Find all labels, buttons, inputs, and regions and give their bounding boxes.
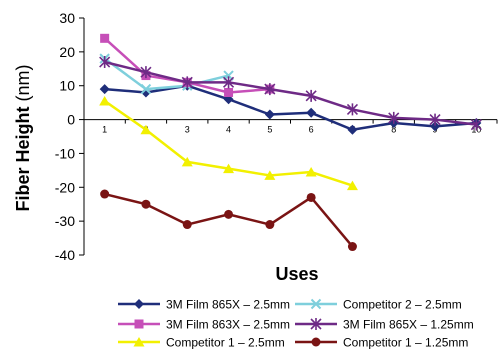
legend-item: Competitor 2 – 2.5mm <box>295 298 462 312</box>
legend-item: Competitor 1 – 1.25mm <box>295 336 468 350</box>
series-layer <box>99 33 482 252</box>
data-point <box>264 83 276 96</box>
data-point <box>99 56 111 69</box>
series-line <box>104 192 354 248</box>
data-point <box>347 242 357 252</box>
data-point <box>305 167 317 177</box>
data-point <box>306 107 317 118</box>
data-point <box>140 66 152 79</box>
data-point <box>347 124 358 135</box>
legend-item: 3M Film 865X – 2.5mm <box>118 298 290 312</box>
data-point <box>346 103 359 116</box>
legend-label: Competitor 1 – 2.5mm <box>166 336 285 350</box>
y-tick-label: 20 <box>59 44 75 60</box>
legend-label: 3M Film 865X – 1.25mm <box>343 318 474 332</box>
data-point <box>430 121 441 132</box>
legend-marker <box>310 318 322 330</box>
legend-marker <box>134 299 144 309</box>
data-point <box>470 118 482 131</box>
data-point <box>264 170 276 180</box>
series-1 <box>99 80 482 135</box>
data-point <box>223 163 235 174</box>
legend-label: 3M Film 863X – 2.5mm <box>166 318 290 332</box>
y-axis-title-unit-text: (nm) <box>13 64 33 101</box>
x-tick-label: 1 <box>102 125 107 135</box>
series-4 <box>99 56 482 131</box>
x-tick-label: 5 <box>267 125 272 135</box>
data-point <box>305 89 317 102</box>
data-point <box>346 180 358 191</box>
data-point <box>140 124 152 135</box>
data-point <box>429 113 441 126</box>
legend-label: Competitor 1 – 1.25mm <box>343 336 468 350</box>
data-point <box>222 76 235 89</box>
y-tick-label: -30 <box>55 213 75 229</box>
data-point <box>141 199 151 209</box>
data-point <box>99 95 111 106</box>
y-tick-label: -40 <box>55 247 75 263</box>
x-tick-label: 3 <box>185 125 190 135</box>
y-tick-label: 0 <box>67 112 75 128</box>
y-tick-label: -10 <box>55 145 75 161</box>
series-6 <box>100 189 357 252</box>
legend-marker <box>134 319 144 329</box>
data-point <box>99 84 110 95</box>
y-tick-label: 30 <box>59 10 75 26</box>
x-tick-label: 4 <box>226 125 231 135</box>
data-point <box>388 111 400 124</box>
data-point <box>306 192 316 202</box>
data-point <box>224 87 234 97</box>
x-axis-title: Uses <box>275 264 318 284</box>
series-5 <box>99 95 358 191</box>
data-point <box>181 156 193 167</box>
legend-item: 3M Film 863X – 2.5mm <box>118 318 290 332</box>
legend-label: 3M Film 865X – 2.5mm <box>166 298 290 312</box>
series-line <box>104 84 477 131</box>
x-tick-label: 8 <box>391 125 396 135</box>
y-axis-title-main: Fiber Height <box>13 107 33 212</box>
data-point <box>100 33 110 43</box>
y-tick-label: 10 <box>59 78 75 94</box>
y-tick-label: -20 <box>55 179 75 195</box>
data-point <box>181 76 193 89</box>
y-axis-title: Fiber Height (nm) <box>13 64 33 211</box>
x-tick-label: 6 <box>309 125 314 135</box>
series-line <box>103 57 229 91</box>
legend-marker <box>310 298 322 310</box>
legend-label: Competitor 2 – 2.5mm <box>343 298 462 312</box>
legend-item: Competitor 1 – 2.5mm <box>118 336 285 350</box>
data-point <box>140 83 152 95</box>
legend-marker <box>133 337 145 347</box>
data-point <box>264 109 275 120</box>
data-point <box>265 220 275 230</box>
data-point <box>224 209 234 219</box>
legend: 3M Film 865X – 2.5mm Competitor 2 – 2.5mm… <box>118 298 474 350</box>
data-point <box>100 189 110 199</box>
series-line <box>104 60 477 126</box>
legend-marker <box>311 337 321 347</box>
data-point <box>182 220 192 230</box>
legend-item: 3M Film 865X – 1.25mm <box>295 318 474 332</box>
